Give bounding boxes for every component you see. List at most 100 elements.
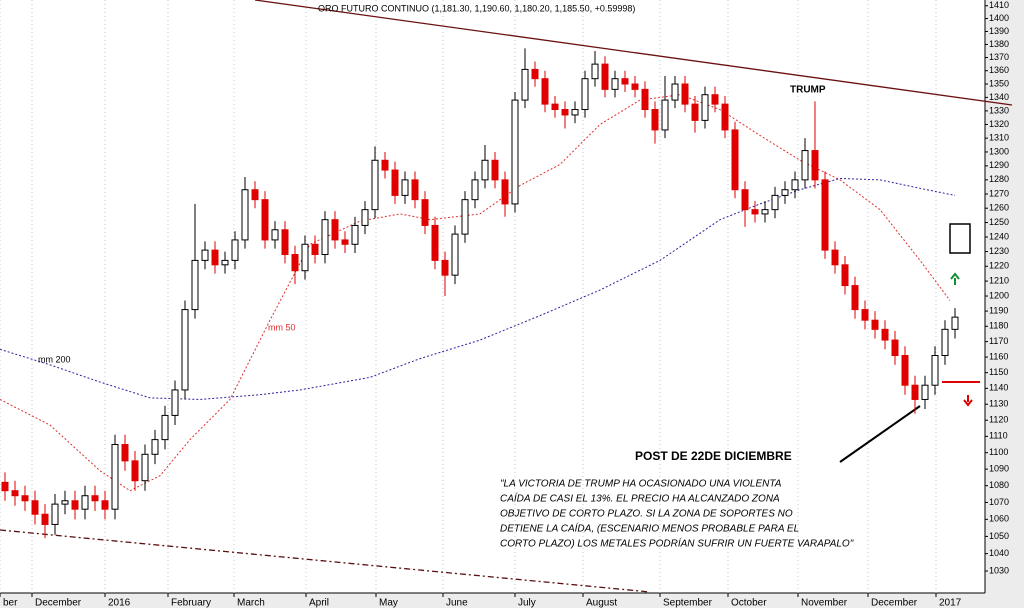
candle-body [1,481,9,492]
candle-body [201,249,209,261]
candle-body [341,239,349,245]
candle-body [291,254,299,272]
y-tick-label: 1070 [989,497,1009,507]
y-tick-label: 1230 [989,246,1009,256]
candle-body [521,68,529,101]
x-tick-label: July [518,598,536,608]
candle-body [951,316,959,330]
candle-body [391,169,399,196]
y-tick-label: 1160 [989,351,1008,361]
overlays [0,94,956,492]
candle-body [531,68,539,80]
candle-body [701,94,709,121]
candle-body [751,209,759,215]
x-tick-label: October [731,598,767,608]
candle-body [81,495,89,510]
mm200-label: mm 200 [38,354,71,364]
candle-body [261,199,269,241]
candle-body [501,179,509,205]
quote-line: CAÍDA DE CASI EL 13%. EL PRECIO HA ALCAN… [500,492,780,505]
candle-body [221,259,229,266]
candle-body [411,179,419,201]
candle-body [681,83,689,105]
y-tick-label: 1250 [989,217,1009,227]
candle-body [661,99,669,131]
post-label: POST DE 22DE DICIEMBRE [635,449,792,463]
resistance-trendline [254,0,1013,106]
y-tick-label: 1390 [989,26,1009,36]
candle-body [771,194,779,211]
candle-body [621,78,629,85]
candle-body [11,490,19,497]
y-tick-label: 1310 [989,133,1009,143]
x-tick-label: 2016 [108,598,131,608]
x-tick-label: March [237,598,265,608]
candle-body [481,159,489,181]
candle-body [131,460,139,482]
y-axis-panel [985,0,1024,608]
candle-body [351,224,359,245]
y-tick-label: 1080 [989,480,1009,490]
candle-body [781,189,789,196]
candle-body [901,355,909,386]
candle-body [491,159,499,181]
candle-body [541,78,549,105]
candle-body [421,199,429,226]
candle-body [741,189,749,211]
candle-body [651,109,659,131]
y-tick-label: 1330 [989,105,1009,115]
candle-body [161,414,169,441]
x-tick-label: June [446,598,468,608]
candle-body [871,319,879,330]
x-tick-label: ber [3,598,18,608]
candle-body [811,150,819,181]
candle-body [721,103,729,131]
y-tick-label: 1260 [989,203,1009,213]
candle-body [251,189,259,201]
candle-body [641,88,649,111]
y-tick-label: 1120 [989,415,1008,425]
y-tick-label: 1060 [989,514,1009,524]
candle-body [471,179,479,201]
candle-body [231,239,239,261]
quote-line: DETIENE LA CAÍDA, (ESCENARIO MENOS PROBA… [500,522,799,535]
candles [1,48,959,539]
candle-body [91,495,99,502]
candle-body [611,78,619,90]
candle-body [301,243,309,272]
candle-body [571,109,579,116]
down-arrow [963,395,973,407]
candle-body [321,219,329,256]
moving-average [0,94,951,492]
candle-body [551,103,559,111]
y-tick-label: 1050 [989,531,1009,541]
candle-body [311,243,319,256]
candle-body [71,500,79,510]
x-tick-label: December [35,598,82,608]
candle-body [511,99,519,205]
y-tick-label: 1270 [989,188,1009,198]
y-tick-label: 1100 [989,447,1008,457]
candle-body [181,309,189,391]
candle-body [211,249,219,266]
candle-body [401,179,409,196]
x-tick-label: November [801,598,848,608]
candle-body [371,159,379,211]
candle-body [761,209,769,215]
candle-body [711,94,719,105]
candle-body [51,503,59,525]
x-axis-panel [0,593,1024,608]
up-arrow [950,272,960,285]
y-tick-label: 1380 [989,39,1009,49]
candle-body [171,389,179,416]
candle-body [141,453,149,482]
candle-body [731,129,739,191]
candle-body [691,103,699,121]
quote-line: OBJETIVO DE CORTO PLAZO. SI LA ZONA DE S… [500,509,793,520]
candle-body [931,355,939,386]
candle-body [601,63,609,90]
y-tick-label: 1200 [989,290,1009,300]
candle-body [41,513,49,525]
